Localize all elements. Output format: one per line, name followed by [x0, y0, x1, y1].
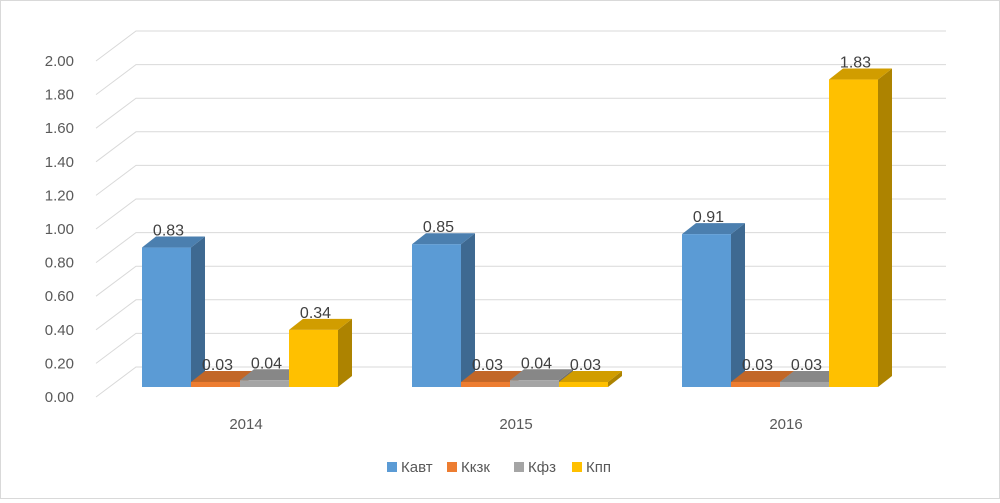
- bars: [142, 68, 892, 387]
- legend-item: Кпп: [572, 459, 611, 476]
- legend-item: Кфз: [514, 459, 556, 476]
- gridline: [95, 265, 946, 297]
- bar: [559, 370, 622, 387]
- gridline: [95, 64, 946, 95]
- gridline: [95, 232, 946, 264]
- gridline: [95, 366, 946, 398]
- y-tick-label: 0.40: [45, 322, 74, 339]
- data-label: 0.04: [521, 355, 552, 372]
- legend-item: Кавт: [387, 459, 433, 476]
- y-tick-label: 1.40: [45, 154, 74, 171]
- gridline: [95, 164, 946, 196]
- bar: [829, 68, 892, 387]
- data-label: 0.03: [202, 357, 233, 374]
- legend-label: Кавт: [401, 459, 433, 476]
- gridline: [95, 131, 946, 163]
- data-label: 0.85: [423, 219, 454, 236]
- gridline: [95, 332, 946, 364]
- legend: Кавт Ккзк Кфз Кпп: [387, 459, 611, 476]
- y-tick-label: 0.60: [45, 288, 74, 305]
- gridline: [95, 299, 946, 331]
- y-tick-label: 2.00: [45, 53, 74, 70]
- bar: [412, 233, 475, 387]
- x-tick-label: 2014: [229, 416, 262, 433]
- y-tick-label: 1.80: [45, 87, 74, 104]
- legend-swatch: [447, 462, 457, 472]
- y-tick-label: 1.20: [45, 187, 74, 204]
- gridline: [95, 198, 946, 230]
- y-axis-ticks: 0.00 0.20 0.40 0.60 0.80 1.00 1.20 1.40 1.60 1.80…: [45, 53, 74, 406]
- data-labels: 0.83 0.03 0.04 0.34 0.85 0.03 0.04 0.03 0.91 0.03…: [153, 55, 871, 374]
- bar: [142, 236, 205, 387]
- bar: [682, 223, 745, 387]
- legend-item: Ккзк: [447, 459, 490, 476]
- gridlines: [95, 30, 946, 398]
- data-label: 0.03: [742, 357, 773, 374]
- data-label: 0.03: [791, 357, 822, 374]
- data-label: 0.04: [251, 355, 282, 372]
- gridline: [95, 97, 946, 129]
- gridline: [95, 30, 946, 62]
- x-tick-label: 2015: [499, 416, 532, 433]
- data-label: 0.03: [472, 357, 503, 374]
- x-tick-label: 2016: [769, 416, 802, 433]
- y-tick-label: 1.00: [45, 221, 74, 238]
- legend-swatch: [387, 462, 397, 472]
- legend-swatch: [514, 462, 524, 472]
- data-label: 1.83: [840, 55, 871, 72]
- data-label: 0.83: [153, 223, 184, 240]
- y-tick-label: 0.20: [45, 355, 74, 372]
- y-tick-label: 1.60: [45, 120, 74, 137]
- y-tick-label: 0.00: [45, 389, 74, 406]
- data-label: 0.34: [300, 305, 331, 322]
- legend-label: Кпп: [586, 459, 611, 476]
- legend-swatch: [572, 462, 582, 472]
- bar: [289, 318, 352, 387]
- data-label: 0.91: [693, 209, 724, 226]
- legend-label: Кфз: [528, 459, 556, 476]
- data-label: 0.03: [570, 357, 601, 374]
- legend-label: Ккзк: [461, 459, 490, 476]
- y-tick-label: 0.80: [45, 255, 74, 272]
- x-axis-ticks: 2014 2015 2016: [229, 416, 802, 433]
